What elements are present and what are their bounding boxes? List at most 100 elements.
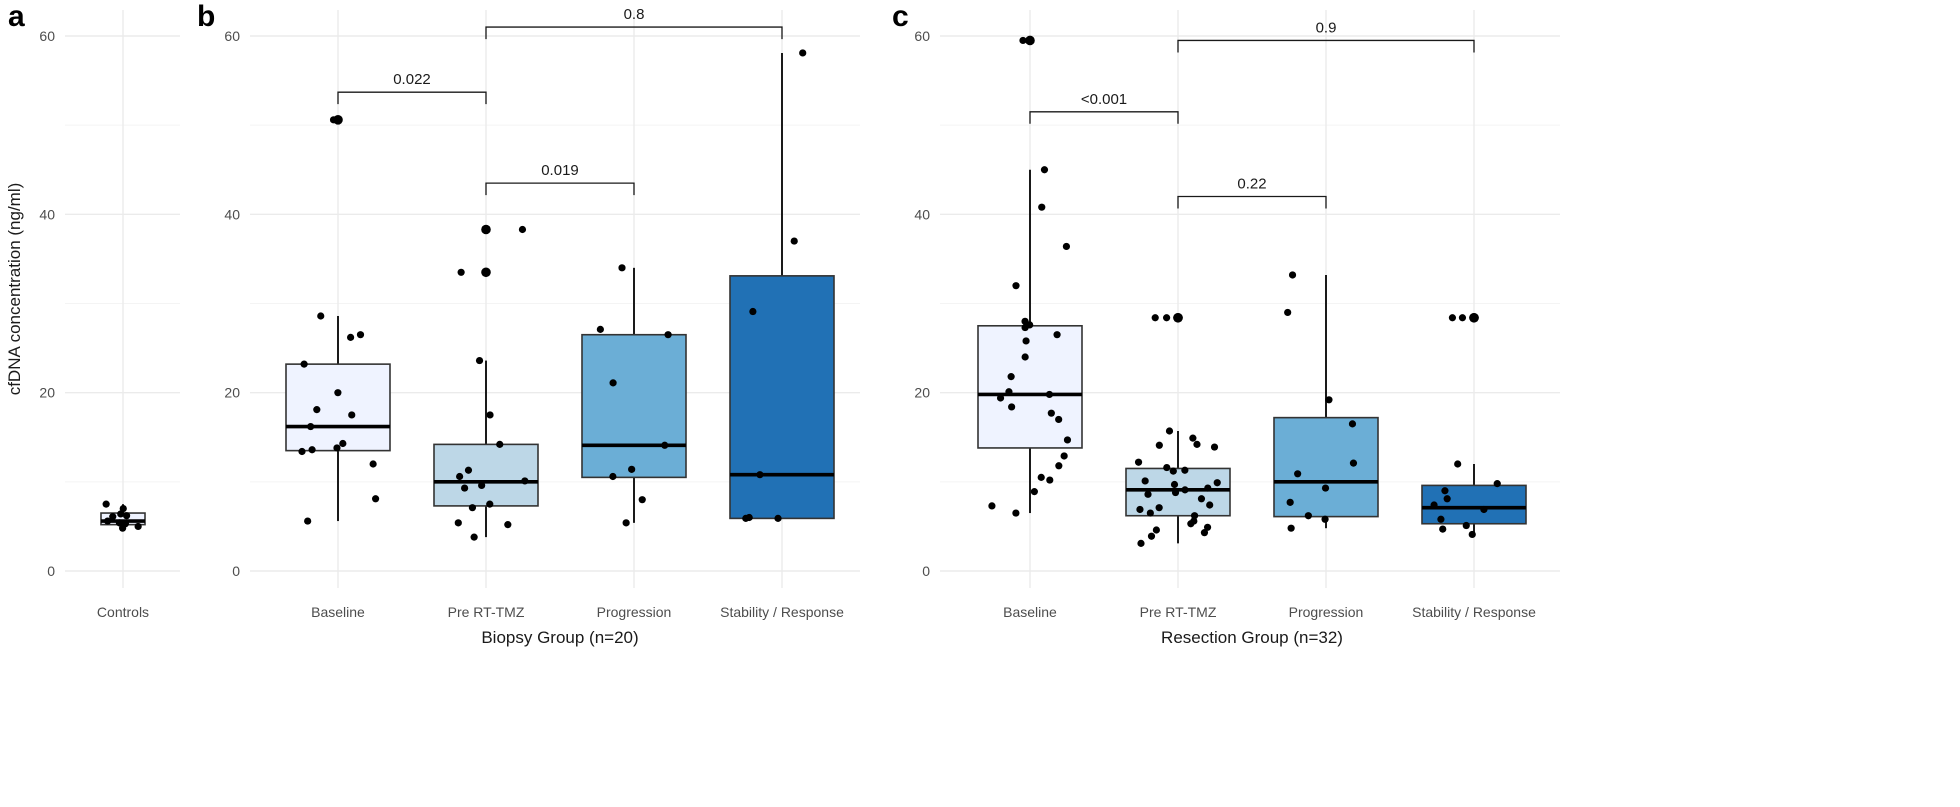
data-point [1210,443,1219,451]
data-point [996,394,1005,402]
y-axis-title: cfDNA concentration (ng/ml) [5,183,24,396]
panel-letter: c [892,0,909,33]
data-point [1171,488,1180,497]
data-point [664,331,672,339]
box-stability-response [1421,312,1527,539]
data-point [1055,462,1063,470]
data-point [1055,415,1063,424]
data-point [1294,470,1302,478]
data-point [334,389,342,397]
data-point [1441,487,1449,495]
data-point [1349,459,1358,467]
data-point [1012,282,1020,290]
data-point [115,519,124,527]
box-baseline [285,115,391,525]
data-point [1038,203,1046,211]
y-tick-label: 0 [922,563,930,579]
data-point [1022,337,1030,345]
box-pre-rt-tmz [1125,312,1231,547]
data-point [1147,532,1156,540]
data-point [333,444,341,452]
data-point [1287,524,1295,532]
data-point [596,325,604,333]
data-point [109,513,117,521]
x-tick-label: Stability / Response [1412,604,1536,620]
data-point [134,522,142,531]
y-tick-label: 0 [232,563,240,579]
data-point [1152,526,1160,534]
x-tick-label: Progression [1289,604,1364,620]
data-point [1040,166,1049,174]
data-point [1141,477,1149,485]
data-point [1190,512,1199,520]
p-value-label: <0.001 [1081,91,1127,108]
data-point [308,446,316,454]
data-point [486,411,494,419]
data-point [1181,466,1189,474]
data-point [1203,523,1212,531]
data-point [317,312,325,320]
comparison-bracket: 0.9 [1177,19,1475,53]
data-point [1206,501,1214,509]
data-point [988,502,996,510]
p-value-label: 0.9 [1316,19,1337,36]
data-point [454,519,462,527]
y-tick-label: 60 [914,28,930,44]
data-point [1454,460,1462,468]
data-point [1155,504,1163,512]
data-point [1181,486,1189,494]
data-point [774,514,782,522]
data-point [1462,521,1470,530]
outlier-point [481,267,491,278]
data-point [1134,458,1143,466]
data-point [622,519,630,527]
data-point [1019,36,1027,45]
data-point [1493,480,1501,488]
box-body [285,363,391,452]
data-point [1155,441,1163,449]
data-point [799,49,807,57]
data-point [119,504,127,513]
data-point [1165,427,1174,435]
data-point [475,356,484,365]
box-body [729,275,835,520]
data-point [609,379,617,387]
y-tick-label: 0 [47,563,55,579]
data-point [117,510,125,518]
box-stability-response [729,49,835,522]
data-point [1325,396,1333,404]
x-tick-label: Baseline [1003,604,1057,620]
data-point [122,512,131,520]
data-point [371,495,380,503]
box-baseline [977,35,1083,517]
data-point [456,472,464,481]
x-tick-label: Baseline [311,604,365,620]
outlier-point [481,224,491,235]
data-point [628,465,636,473]
data-point [1037,473,1045,481]
data-point [1046,476,1054,484]
panel-a: a 0 20 40 60 cfDNA concentration (ng/ml) Contr… [5,0,180,620]
comparison-bracket: 0.22 [1177,176,1327,209]
data-point [1304,512,1312,520]
data-point [1480,505,1488,514]
x-tick-label: Pre RT-TMZ [1140,604,1217,620]
data-point [298,447,306,456]
data-point [521,477,529,485]
comparison-bracket: 0.022 [337,71,487,105]
y-tick-label: 20 [914,385,930,401]
box-body [581,333,687,479]
box-body [433,443,539,507]
bracket-line [485,26,783,40]
data-point [504,521,512,529]
data-point [1163,463,1171,472]
data-point [1047,409,1055,417]
data-point [1321,484,1330,492]
data-point [369,460,377,468]
data-point [329,116,338,124]
outlier-point [1469,312,1479,323]
y-tick-label: 20 [224,385,240,401]
data-point [1162,314,1171,322]
data-point [1468,530,1476,539]
